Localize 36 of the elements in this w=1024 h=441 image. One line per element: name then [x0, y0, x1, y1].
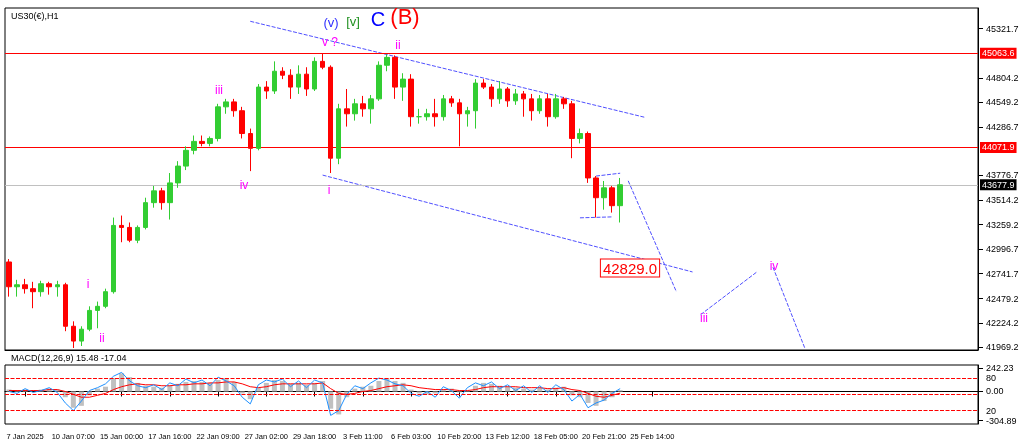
y-tick-label: 44804.2	[986, 72, 1019, 83]
y-tick-label: 43259.2	[986, 219, 1019, 230]
y-tick-label: 44549.2	[986, 97, 1019, 108]
y-tick-label: 45321.7	[986, 23, 1019, 34]
annotation: iv	[769, 259, 779, 273]
y-tick-label: 42479.2	[986, 293, 1019, 304]
y-tick-label: 43514.2	[986, 195, 1019, 206]
annotation: ii	[99, 331, 105, 345]
annotation: i	[327, 183, 331, 197]
y-tick-label: 44286.7	[986, 122, 1019, 132]
y2-tick-label: 80	[986, 373, 997, 384]
chart-title: US30(€),H1	[11, 10, 59, 21]
y-tick-label: 0.00	[986, 386, 1004, 397]
y2-tick-label: 20	[986, 405, 997, 416]
ref-line-label: 43677.9	[982, 179, 1015, 190]
y-tick-label: -304.89	[986, 415, 1017, 426]
annotation: iii	[700, 311, 708, 325]
annotation: iv	[239, 178, 249, 192]
y-tick-label: 42996.7	[986, 244, 1019, 255]
annotation: iii	[215, 83, 223, 97]
y-tick-label: 41969.2	[986, 342, 1019, 353]
annotation: (B)	[390, 3, 420, 29]
y-tick-label: 43776.7	[986, 170, 1019, 181]
annotation: (v)	[323, 14, 339, 30]
annotation: i	[86, 277, 90, 291]
annotation: ii	[395, 38, 401, 52]
ref-line-label: 44071.9	[982, 142, 1015, 153]
annotation: 42829.0	[602, 259, 658, 277]
chart-title: MACD(12,26,9) 15.48 -17.04	[11, 352, 127, 363]
y-tick-label: 242.23	[986, 363, 1014, 374]
annotation: C	[370, 8, 386, 30]
y-tick-label: 42741.7	[986, 268, 1019, 279]
ref-line-label: 45063.6	[982, 48, 1015, 59]
y-tick-label: 42224.2	[986, 317, 1019, 328]
annotation: [v]	[346, 13, 360, 29]
annotation: v ?	[321, 35, 339, 49]
